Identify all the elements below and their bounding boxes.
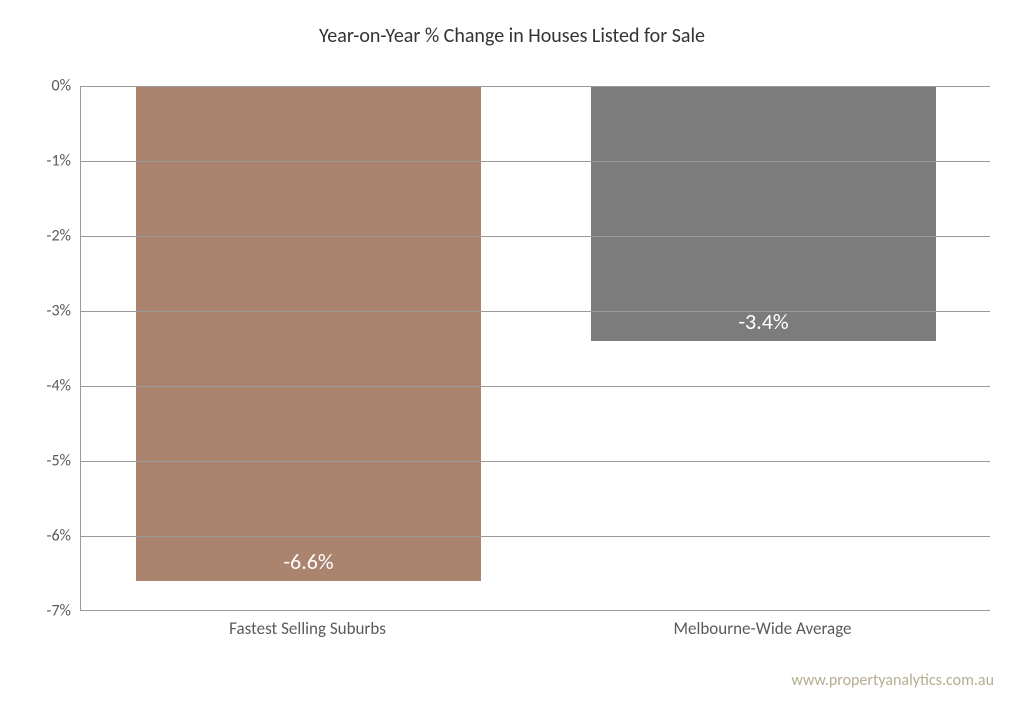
bars-group: -6.6% -3.4% — [81, 86, 990, 610]
x-axis-category-label: Fastest Selling Suburbs — [229, 618, 386, 639]
gridline — [81, 86, 990, 87]
bar: -3.4% — [591, 86, 937, 341]
y-tick-label: 0% — [51, 77, 81, 96]
chart-title: Year-on-Year % Change in Houses Listed f… — [0, 24, 1024, 48]
y-tick-label: -5% — [47, 452, 81, 471]
gridline — [81, 236, 990, 237]
y-tick-label: -2% — [47, 227, 81, 246]
gridline — [81, 311, 990, 312]
plot-area: -6.6%-3.4% 0%-1%-2%-3%-4%-5%-6%-7% — [80, 86, 990, 611]
gridline — [81, 461, 990, 462]
bar-value-label: -6.6% — [283, 548, 333, 575]
gridline — [81, 536, 990, 537]
gridline — [81, 161, 990, 162]
chart-container: Year-on-Year % Change in Houses Listed f… — [0, 0, 1024, 710]
y-tick-label: -7% — [47, 602, 81, 621]
gridline — [81, 386, 990, 387]
y-tick-label: -6% — [47, 527, 81, 546]
y-tick-label: -1% — [47, 152, 81, 171]
bar-value-label: -3.4% — [738, 308, 788, 335]
footer-attribution: www.propertyanalytics.com.au — [791, 671, 994, 690]
x-axis-category-label: Melbourne-Wide Average — [673, 618, 851, 639]
y-tick-label: -3% — [47, 302, 81, 321]
y-tick-label: -4% — [47, 377, 81, 396]
